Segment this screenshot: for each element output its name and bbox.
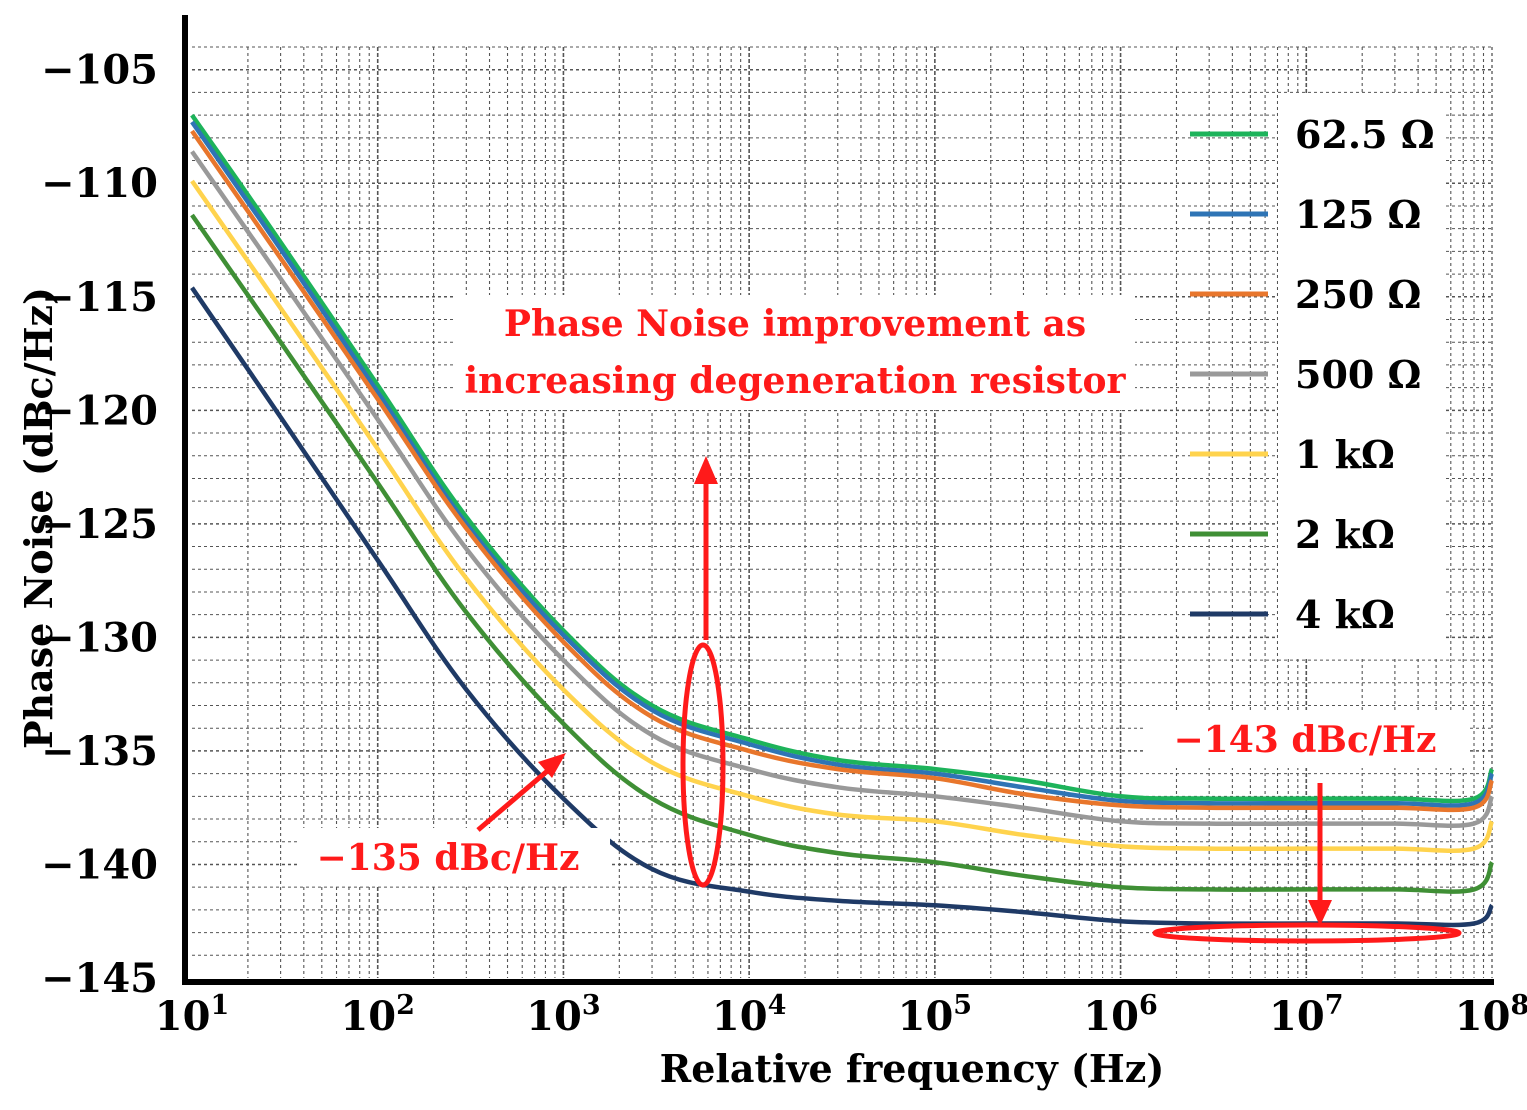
min-noise-ellipse [1152, 922, 1462, 944]
series-line-1 [190, 120, 1495, 808]
legend-label-2: 250 Ω [1295, 272, 1421, 317]
y-tick-label: −105 [41, 47, 158, 94]
x-tick-label: 102 [340, 990, 414, 1040]
legend-box [1278, 93, 1443, 658]
legend-label-5: 2 kΩ [1295, 512, 1395, 557]
x-axis-title: Relative frequency (Hz) [660, 1046, 1165, 1091]
improvement-annotation-line1: Phase Noise improvement as [504, 303, 1086, 345]
legend-label-3: 500 Ω [1295, 352, 1421, 397]
x-tick-label: 107 [1269, 990, 1343, 1040]
series-line-3 [190, 150, 1495, 829]
arrow-135-shaft [476, 765, 554, 832]
y-tick-label: −145 [41, 955, 158, 1002]
series-line-4 [190, 179, 1495, 854]
y-tick-label: −110 [41, 160, 158, 207]
y-tick-label: −120 [41, 387, 158, 434]
series-lines [190, 113, 1495, 928]
y-tick-label: −140 [41, 841, 158, 888]
y-tick-label: −115 [41, 274, 158, 321]
x-tick-label: 105 [898, 990, 972, 1040]
x-tick-label: 103 [526, 990, 600, 1040]
y-tick-label: −135 [41, 728, 158, 775]
x-tick-label: 101 [155, 990, 229, 1040]
y-axis-title: Phase Noise (dBc/Hz) [16, 287, 61, 749]
x-tick-label: 106 [1083, 990, 1157, 1040]
legend-label-6: 4 kΩ [1295, 592, 1395, 637]
x-tick-label: 104 [712, 990, 786, 1040]
annotation-135: −135 dBc/Hz [317, 837, 580, 879]
improvement-annotation-line2: increasing degeneration resistor [464, 360, 1126, 402]
legend-label-0: 62.5 Ω [1295, 112, 1435, 157]
series-line-0 [190, 113, 1495, 804]
series-line-5 [190, 213, 1495, 894]
improvement-ellipse [680, 642, 726, 888]
annotation-143: −143 dBc/Hz [1174, 719, 1437, 761]
arrow-135-head [538, 753, 566, 778]
y-tick-label: −130 [41, 614, 158, 661]
series-line-2 [190, 129, 1495, 813]
x-tick-label: 108 [1455, 990, 1527, 1040]
annotations: Phase Noise improvement as increasing de… [298, 295, 1470, 944]
y-tick-label: −125 [41, 501, 158, 548]
improvement-arrow-head [694, 456, 718, 484]
legend-label-1: 125 Ω [1295, 192, 1421, 237]
legend: 62.5 Ω 125 Ω 250 Ω 500 Ω 1 kΩ 2 kΩ 4 kΩ [1190, 93, 1443, 658]
legend-label-4: 1 kΩ [1295, 432, 1395, 477]
arrow-143-head [1308, 900, 1332, 926]
